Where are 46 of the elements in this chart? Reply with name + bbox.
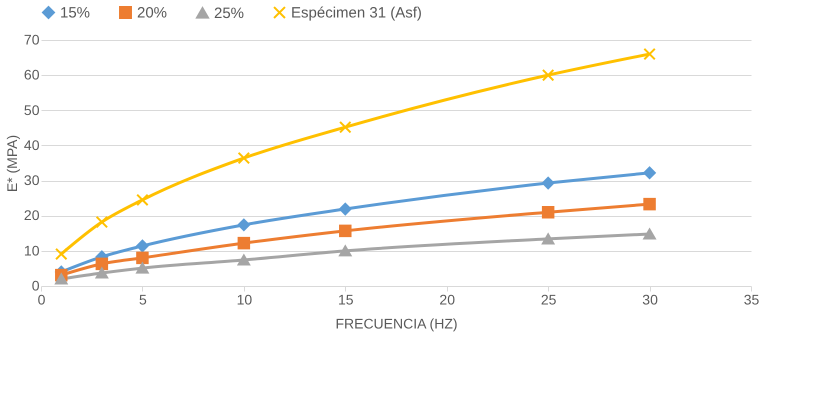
point	[643, 48, 656, 60]
x-axis-title: FRECUENCIA (HZ)	[335, 316, 458, 332]
legend-label: 25%	[214, 4, 244, 22]
point	[136, 194, 149, 206]
x-tick-label: 35	[744, 292, 760, 308]
point	[96, 258, 108, 270]
point	[238, 236, 250, 250]
y-tick-label: 70	[24, 32, 40, 48]
x-tick-label: 10	[236, 292, 252, 308]
point	[136, 240, 149, 252]
point	[136, 252, 149, 264]
x-tick-label: 20	[439, 292, 456, 308]
point	[542, 206, 554, 218]
legend-label: 20%	[137, 4, 168, 22]
legend-label: Espécimen 31 (Asf)	[291, 4, 422, 22]
y-tick-label: 20	[24, 207, 40, 224]
point	[339, 120, 352, 134]
point	[96, 267, 108, 279]
y-tick-label: 10	[24, 242, 40, 258]
point	[542, 68, 554, 82]
y-tick-label: 0	[32, 278, 40, 294]
point	[643, 166, 656, 180]
x-tick-label: 30	[642, 292, 658, 308]
point	[55, 248, 68, 260]
point	[339, 245, 352, 256]
y-axis-title: E* (MPA)	[4, 134, 20, 192]
point	[542, 176, 554, 190]
point	[96, 216, 108, 228]
point	[238, 254, 250, 266]
point	[339, 224, 352, 238]
point	[55, 273, 68, 285]
point	[643, 198, 656, 210]
point	[339, 202, 352, 216]
y-tick-label: 30	[24, 172, 40, 188]
x-tick-label: 5	[139, 292, 148, 308]
y-tick-label: 40	[24, 136, 40, 153]
x-tick-label: 25	[540, 292, 557, 308]
y-tick-label: 50	[24, 102, 40, 118]
point	[643, 228, 656, 240]
legend-label: 15%	[60, 4, 90, 22]
y-tick-label: 60	[24, 66, 40, 83]
point	[542, 233, 554, 244]
point	[238, 218, 250, 232]
x-tick-label: 15	[338, 292, 354, 308]
point	[238, 152, 250, 164]
point	[136, 262, 149, 274]
